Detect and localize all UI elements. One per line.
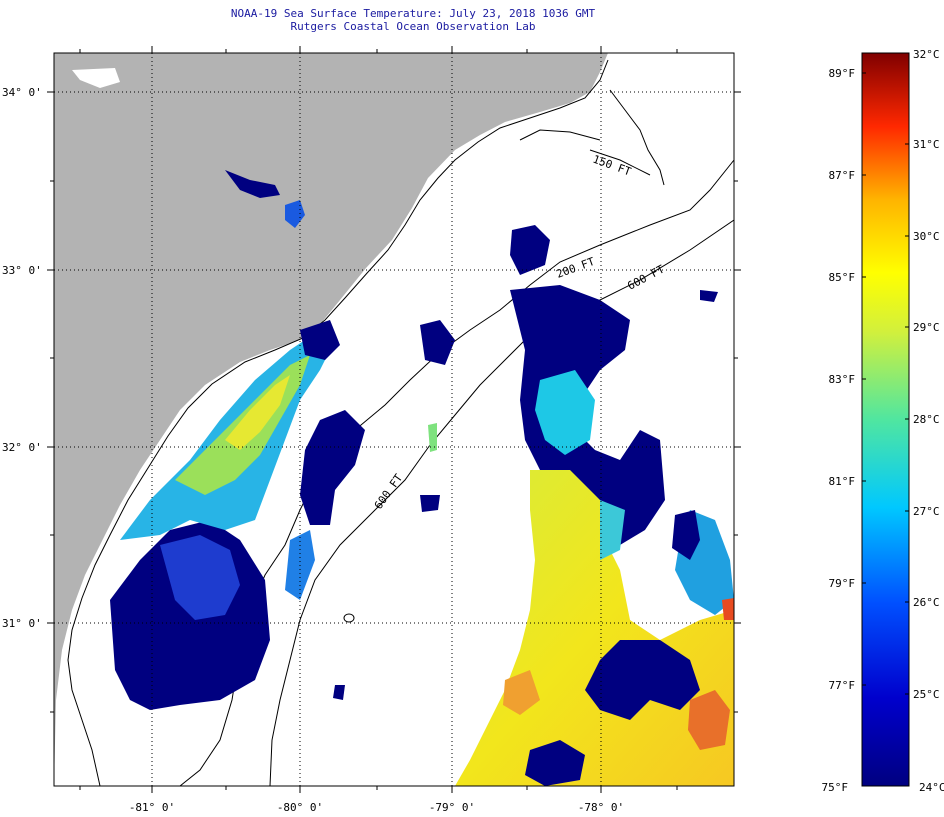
map-frame <box>53 52 735 787</box>
colorbar-label-f: 75°F <box>822 781 849 794</box>
colorbar <box>861 52 910 787</box>
colorbar-label-f: 87°F <box>829 169 856 182</box>
sounds-outline <box>519 89 665 186</box>
colorbar-label-c: 31°C <box>913 138 940 151</box>
coastline <box>67 59 609 786</box>
colorbar-label-f: 89°F <box>829 67 856 80</box>
lon-label: -79° 0' <box>429 801 475 814</box>
colorbar-label-f: 85°F <box>829 271 856 284</box>
seamount-contour <box>343 613 355 623</box>
colorbar-ticks <box>862 72 909 695</box>
sst-nearshore <box>72 68 365 710</box>
colorbar-label-f: 79°F <box>829 577 856 590</box>
colorbar-label-c: 25°C <box>913 688 940 701</box>
lon-label: -78° 0' <box>578 801 624 814</box>
lat-label: 33° 0' <box>2 264 42 277</box>
colorbar-label-c: 24°C <box>919 781 944 794</box>
lon-label: -81° 0' <box>129 801 175 814</box>
map-area: 150 FT 200 FT 600 FT 600 FT <box>54 53 734 786</box>
colorbar-label-f: 81°F <box>829 475 856 488</box>
colorbar-label-c: 30°C <box>913 230 940 243</box>
colorbar-label-c: 29°C <box>913 321 940 334</box>
colorbar-label-f: 83°F <box>829 373 856 386</box>
lon-label: -80° 0' <box>277 801 323 814</box>
colorbar-label-f: 77°F <box>829 679 856 692</box>
sst-offshore <box>333 225 734 786</box>
land-mass <box>54 53 608 786</box>
lat-label: 31° 0' <box>2 617 42 630</box>
colorbar-label-c: 32°C <box>913 48 940 61</box>
lat-lon-grid <box>54 53 734 786</box>
lat-label: 34° 0' <box>2 86 42 99</box>
axis-ticks <box>47 46 741 793</box>
colorbar-label-c: 27°C <box>913 505 940 518</box>
lat-label: 32° 0' <box>2 441 42 454</box>
colorbar-label-c: 26°C <box>913 596 940 609</box>
colorbar-label-c: 28°C <box>913 413 940 426</box>
map-subtitle: Rutgers Coastal Ocean Observation Lab <box>290 20 536 33</box>
map-title: NOAA-19 Sea Surface Temperature: July 23… <box>230 7 596 20</box>
